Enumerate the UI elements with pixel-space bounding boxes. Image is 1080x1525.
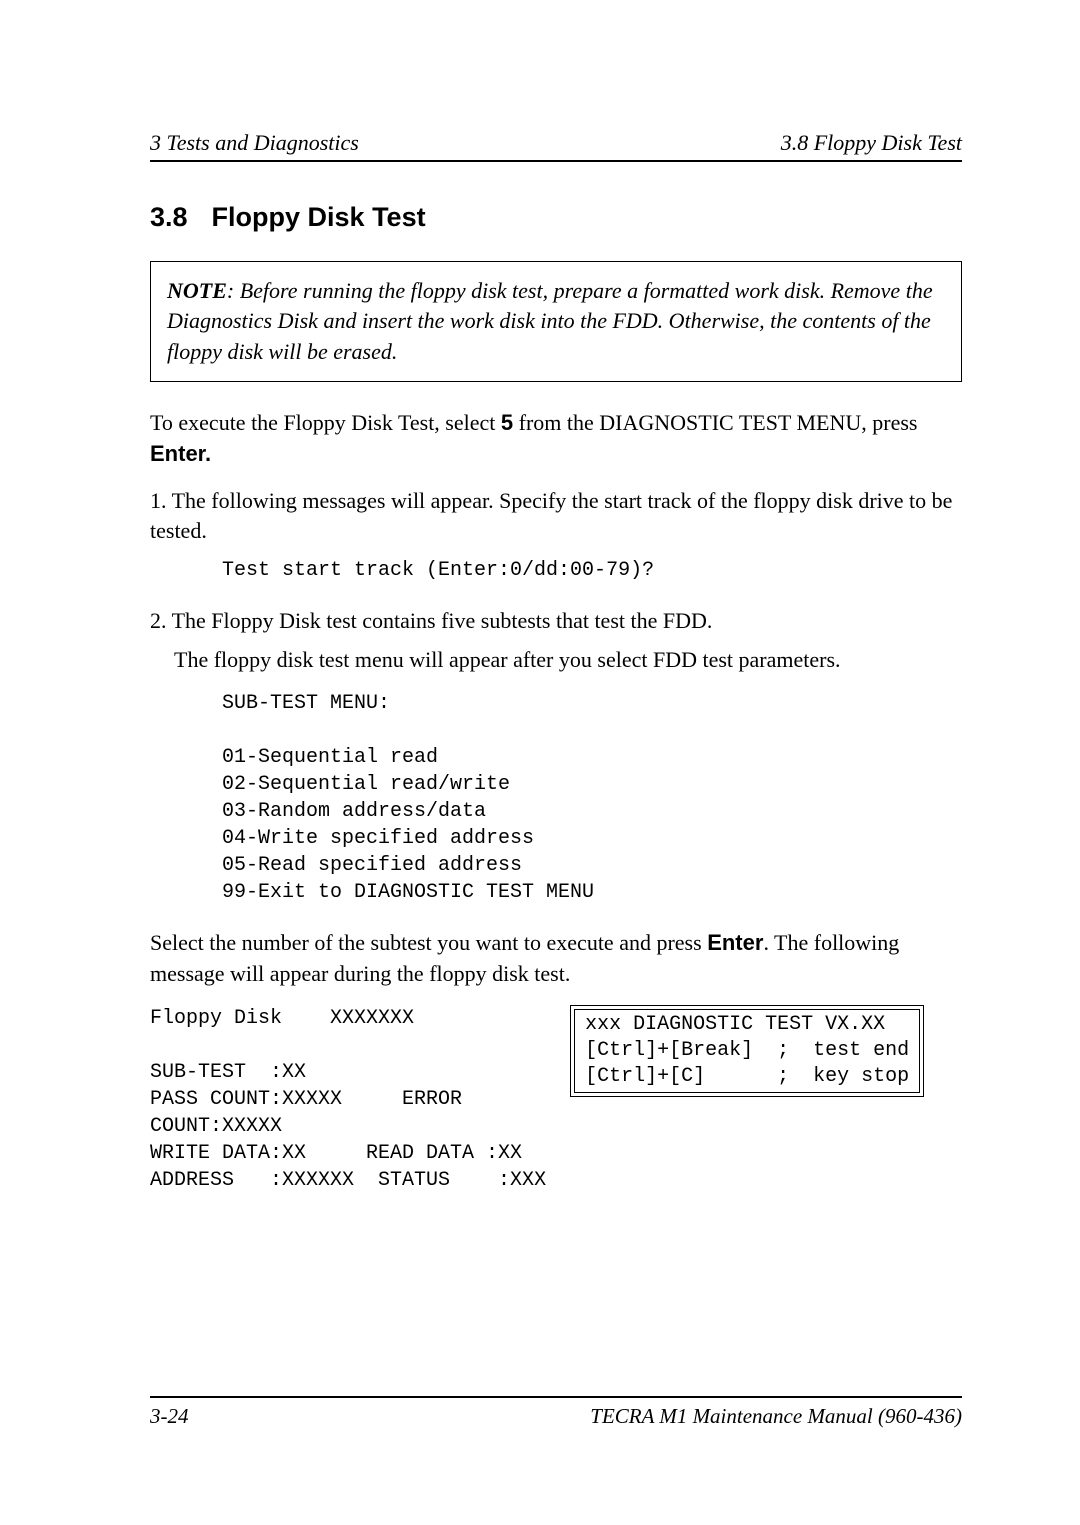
page: 3 Tests and Diagnostics 3.8 Floppy Disk … [0, 0, 1080, 1525]
header-left: 3 Tests and Diagnostics [150, 130, 359, 156]
footer-left: 3-24 [150, 1404, 189, 1429]
section-number: 3.8 [150, 202, 188, 233]
section-title-text: Floppy Disk Test [212, 202, 426, 232]
section-heading: 3.8 Floppy Disk Test [150, 202, 962, 233]
running-header: 3 Tests and Diagnostics 3.8 Floppy Disk … [150, 130, 962, 162]
subtest-menu-block: SUB-TEST MENU: 01-Sequential read 02-Seq… [222, 690, 962, 906]
intro-paragraph: To execute the Floppy Disk Test, select … [150, 408, 962, 470]
note-label: NOTE [167, 278, 227, 303]
note-text: : Before running the floppy disk test, p… [167, 278, 933, 364]
key-enter-1: Enter. [150, 441, 211, 466]
left-mono-block: Floppy Disk XXXXXXX SUB-TEST :XX PASS CO… [150, 1005, 546, 1194]
step-1: 1. The following messages will appear. S… [150, 486, 962, 548]
note-box: NOTE: Before running the floppy disk tes… [150, 261, 962, 382]
intro-pre: To execute the Floppy Disk Test, select [150, 410, 501, 435]
output-columns: Floppy Disk XXXXXXX SUB-TEST :XX PASS CO… [150, 1005, 962, 1194]
key-enter-2: Enter [707, 930, 763, 955]
right-box-inner: xxx DIAGNOSTIC TEST VX.XX [Ctrl]+[Break]… [574, 1009, 920, 1093]
code-block-1: Test start track (Enter:0/dd:00-79)? [222, 557, 962, 584]
right-mono-block: xxx DIAGNOSTIC TEST VX.XX [Ctrl]+[Break]… [585, 1012, 909, 1090]
running-footer: 3-24 TECRA M1 Maintenance Manual (960-43… [150, 1396, 962, 1429]
key-5: 5 [501, 410, 513, 435]
select-paragraph: Select the number of the subtest you wan… [150, 928, 962, 990]
select-pre: Select the number of the subtest you wan… [150, 930, 707, 955]
left-output-column: Floppy Disk XXXXXXX SUB-TEST :XX PASS CO… [150, 1005, 546, 1194]
intro-mid: from the DIAGNOSTIC TEST MENU, press [513, 410, 917, 435]
header-right: 3.8 Floppy Disk Test [781, 130, 962, 156]
footer-right: TECRA M1 Maintenance Manual (960-436) [590, 1404, 962, 1429]
step-2-line-1: 2. The Floppy Disk test contains five su… [150, 606, 962, 637]
step-2-line-2: The floppy disk test menu will appear af… [174, 645, 962, 676]
right-box: xxx DIAGNOSTIC TEST VX.XX [Ctrl]+[Break]… [570, 1005, 924, 1097]
